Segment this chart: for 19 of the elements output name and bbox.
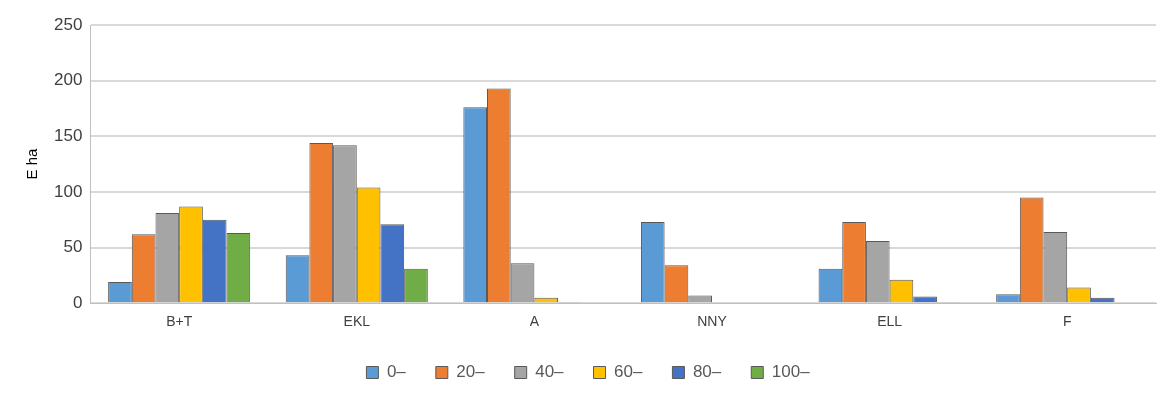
y-tick-label: 200 [53,70,83,90]
y-tick-label: 150 [53,125,83,145]
x-tick-label: B+T [166,313,193,330]
y-tick-label: 0 [72,292,83,312]
x-tick-label: ELL [877,313,903,330]
y-tick-label: 250 [53,14,83,34]
legend-label: 100– [771,362,811,382]
y-tick-label: 50 [63,237,83,257]
legend-label: 80– [692,362,722,382]
x-tick-label: EKL [343,313,371,330]
legend-label: 0– [386,362,407,382]
y-tick-label: 100 [53,181,83,201]
x-tick-label: A [529,313,540,330]
legend-label: 40– [535,362,565,382]
y-axis-title: E ha [23,148,41,180]
x-tick-label: NNY [697,313,728,330]
legend-label: 60– [614,362,643,382]
legend-label: 20– [456,362,486,382]
x-tick-label: F [1062,313,1072,330]
